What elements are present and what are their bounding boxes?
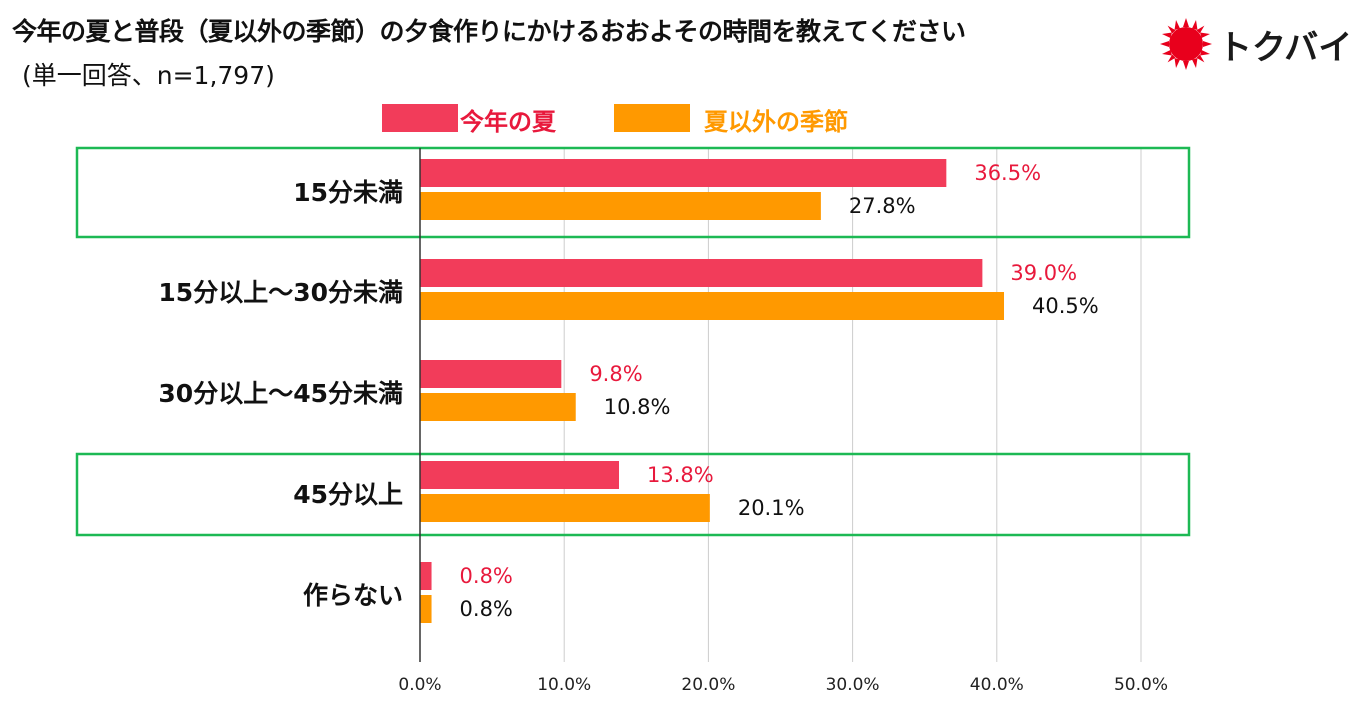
- data-label: 40.5%: [1032, 294, 1099, 318]
- bar: [420, 562, 432, 590]
- data-label: 13.8%: [647, 463, 714, 487]
- legend-label-summer: 今年の夏: [460, 108, 556, 136]
- x-tick-label: 10.0%: [537, 675, 591, 695]
- data-label: 27.8%: [849, 194, 916, 218]
- bar: [420, 192, 821, 220]
- legend-swatch-other: [614, 104, 690, 132]
- x-tick-label: 40.0%: [970, 675, 1024, 695]
- logo-text: トクバイ: [1218, 28, 1350, 68]
- bar: [420, 292, 1005, 320]
- highlight-box: [75, 452, 1191, 537]
- category-label: 45分以上: [293, 480, 403, 509]
- bar: [420, 360, 562, 388]
- data-label: 20.1%: [738, 496, 805, 520]
- bar: [420, 494, 710, 522]
- bar: [420, 461, 619, 489]
- x-tick-label: 20.0%: [681, 675, 735, 695]
- data-label: 0.8%: [460, 597, 513, 621]
- highlight-box: [75, 146, 1191, 239]
- tokubai-logo: トクバイ: [1160, 18, 1350, 74]
- bar: [420, 259, 983, 287]
- data-label: 0.8%: [460, 564, 513, 588]
- data-label: 10.8%: [604, 395, 671, 419]
- x-tick-label: 50.0%: [1114, 675, 1168, 695]
- data-label: 36.5%: [974, 161, 1041, 185]
- bar: [420, 159, 947, 187]
- category-label: 15分以上～30分未満: [158, 278, 403, 307]
- x-tick-label: 0.0%: [398, 675, 441, 695]
- category-label: 15分未満: [293, 178, 403, 207]
- bar: [420, 595, 432, 623]
- legend-label-other: 夏以外の季節: [704, 108, 848, 136]
- category-label: 30分以上～45分未満: [158, 379, 403, 408]
- bar: [420, 393, 576, 421]
- x-tick-label: 30.0%: [826, 675, 880, 695]
- sun-logo-icon: [1160, 18, 1212, 70]
- category-label: 作らない: [303, 581, 403, 610]
- data-label: 9.8%: [589, 362, 642, 386]
- chart-subtitle: (単一回答、n=1,797): [22, 61, 275, 90]
- chart-title: 今年の夏と普段（夏以外の季節）の夕食作りにかけるおおよその時間を教えてください: [12, 17, 966, 46]
- legend: 今年の夏 夏以外の季節: [382, 104, 902, 136]
- data-label: 39.0%: [1010, 261, 1077, 285]
- legend-swatch-summer: [382, 104, 458, 132]
